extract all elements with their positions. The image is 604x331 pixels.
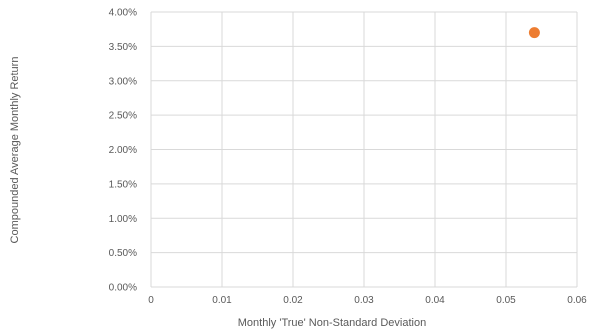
y-tick-label: 1.50% xyxy=(109,179,137,190)
x-axis-ticks: 0 0.01 0.02 0.03 0.04 0.05 0.06 xyxy=(148,295,587,306)
x-tick-label: 0 xyxy=(148,295,154,306)
data-points xyxy=(528,27,540,39)
y-axis-title: Compounded Average Monthly Return xyxy=(9,57,21,244)
y-tick-label: 3.00% xyxy=(109,76,137,87)
x-tick-label: 0.03 xyxy=(354,295,374,306)
x-tick-label: 0.01 xyxy=(212,295,232,306)
y-tick-label: 3.50% xyxy=(109,42,137,53)
y-tick-label: 2.50% xyxy=(109,111,137,122)
x-tick-label: 0.02 xyxy=(283,295,303,306)
y-axis-ticks: 0.00% 0.50% 1.00% 1.50% 2.00% 2.50% 3.00% 3.50%… xyxy=(109,8,137,294)
y-tick-label: 0.50% xyxy=(109,248,137,259)
x-tick-label: 0.04 xyxy=(425,295,445,306)
gridlines xyxy=(150,11,578,288)
y-tick-label: 0.00% xyxy=(109,283,137,294)
x-axis-title: Monthly 'True' Non-Standard Deviation xyxy=(238,317,426,329)
y-tick-label: 1.00% xyxy=(109,214,137,225)
data-point xyxy=(528,27,540,39)
x-tick-label: 0.05 xyxy=(496,295,516,306)
y-tick-label: 2.00% xyxy=(109,145,137,156)
x-tick-label: 0.06 xyxy=(567,295,587,306)
y-tick-label: 4.00% xyxy=(109,8,137,19)
